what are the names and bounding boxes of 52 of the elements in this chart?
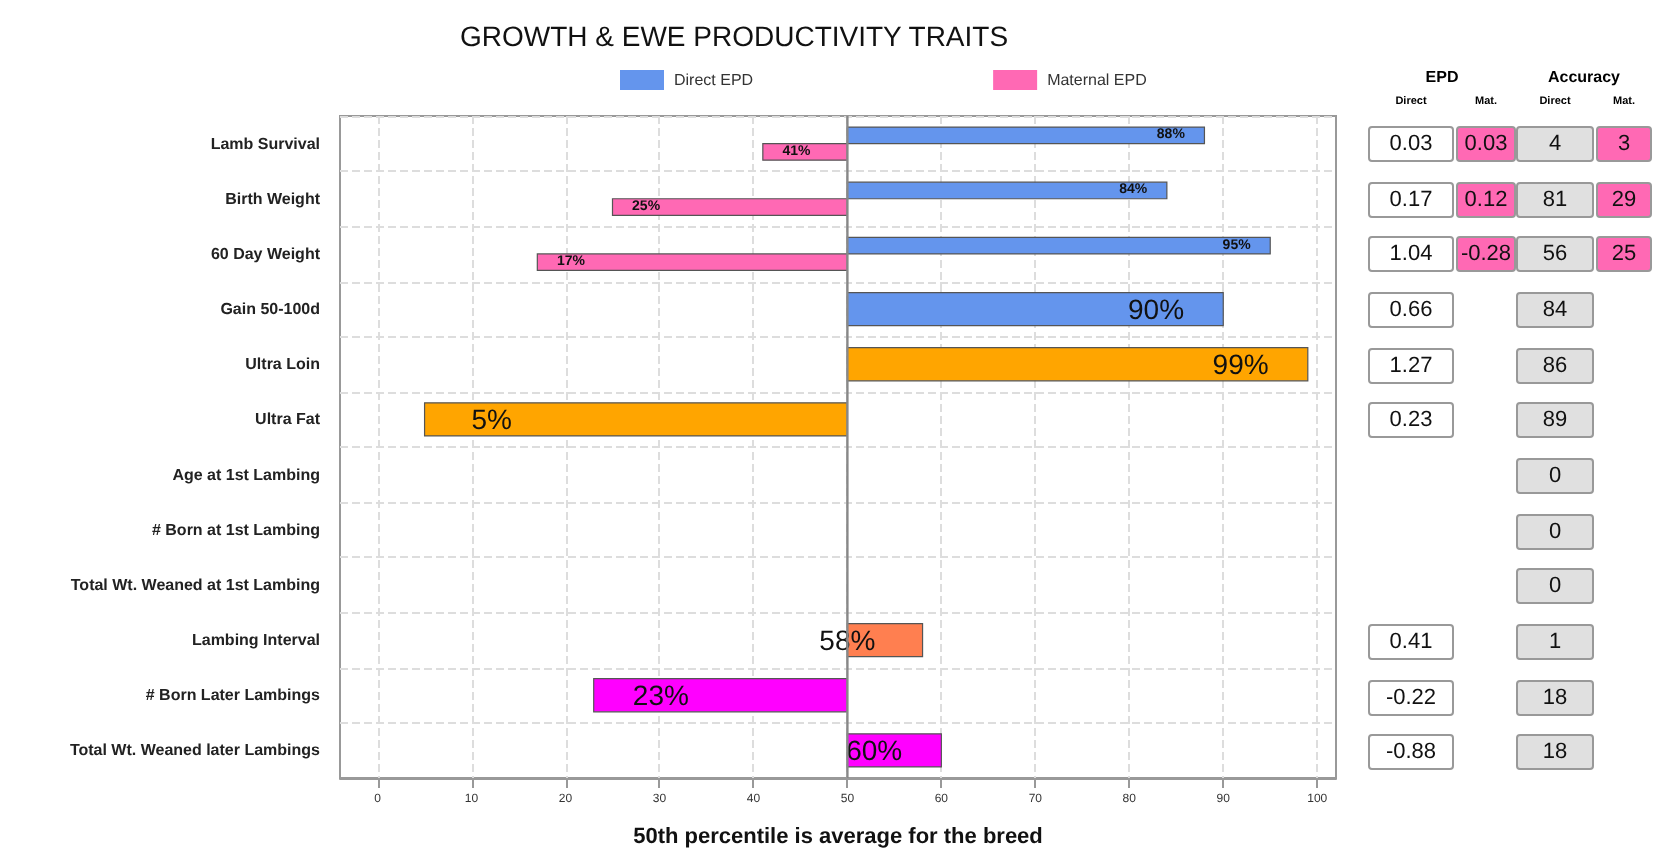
y-tick-label: Age at 1st Lambing (172, 465, 321, 484)
data-label: 58% (819, 624, 876, 657)
y-tick-label: Lambing Interval (191, 631, 320, 650)
data-label: 0.66 (1368, 291, 1454, 328)
y-tick-label: Ultra Fat (255, 410, 321, 429)
data-label: -0.22 (1368, 679, 1454, 715)
data-label: 18 (1516, 734, 1594, 771)
data-label: 29 (1596, 181, 1652, 217)
text: EPD (1423, 68, 1461, 86)
data-label: 0 (1516, 513, 1594, 549)
data-label: 0 (1516, 457, 1594, 494)
data-label: 1 (1516, 623, 1594, 660)
data-label: 56 (1516, 236, 1594, 273)
data-label: 4 (1516, 125, 1594, 162)
data-label: 89 (1516, 402, 1594, 439)
y-tick-label: Lamb Survival (210, 134, 320, 153)
data-label: 0.41 (1368, 623, 1454, 660)
data-label: 0.03 (1368, 125, 1454, 162)
y-tick-label: # Born Later Lambings (145, 686, 322, 705)
data-label: 81 (1516, 181, 1594, 217)
data-label: -0.28 (1456, 236, 1516, 273)
data-label: 0.12 (1456, 181, 1516, 217)
data-label: 0.17 (1368, 181, 1454, 217)
y-tick-label: Ultra Loin (245, 355, 321, 374)
legend-label: Maternal EPD (1047, 71, 1148, 89)
data-label: 0.23 (1368, 402, 1454, 439)
y-tick-label: Total Wt. Weaned later Lambings (69, 741, 322, 760)
legend-label: Direct EPD (674, 71, 754, 89)
chart-title: GROWTH & EWE PRODUCTIVITY TRAITS (460, 20, 1009, 52)
data-label: -0.88 (1368, 734, 1454, 771)
y-tick-label: Birth Weight (225, 189, 321, 208)
text: Accuracy (1545, 68, 1623, 86)
data-label: 1.27 (1368, 347, 1454, 383)
data-label: 25 (1596, 236, 1652, 273)
x-axis-title: 50th percentile is average for the breed (633, 825, 1043, 849)
y-tick-label: # Born at 1st Lambing (151, 520, 321, 539)
y-tick-label: 60 Day Weight (210, 244, 321, 263)
data-label: 99% (1212, 348, 1269, 381)
data-label: 60% (846, 734, 903, 767)
data-label: 5% (471, 403, 512, 436)
data-label: 3 (1596, 125, 1652, 162)
data-label: 23% (632, 679, 689, 712)
bar (593, 678, 848, 713)
data-label: 86 (1516, 347, 1594, 383)
data-label: 18 (1516, 679, 1594, 715)
data-label: 0.03 (1456, 125, 1516, 162)
data-label: 90% (1128, 293, 1185, 326)
y-tick-label: Total Wt. Weaned at 1st Lambing (70, 575, 321, 594)
data-label: 0 (1516, 568, 1594, 605)
y-tick-label: Gain 50-100d (220, 300, 321, 319)
data-label: 84 (1516, 291, 1594, 328)
data-label: 1.04 (1368, 236, 1454, 273)
